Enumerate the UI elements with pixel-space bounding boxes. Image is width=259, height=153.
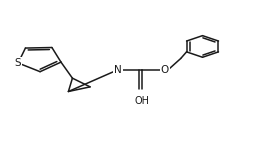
Text: O: O [161,65,169,75]
Text: N: N [114,65,122,75]
Text: OH: OH [134,96,149,106]
Text: S: S [15,58,21,68]
